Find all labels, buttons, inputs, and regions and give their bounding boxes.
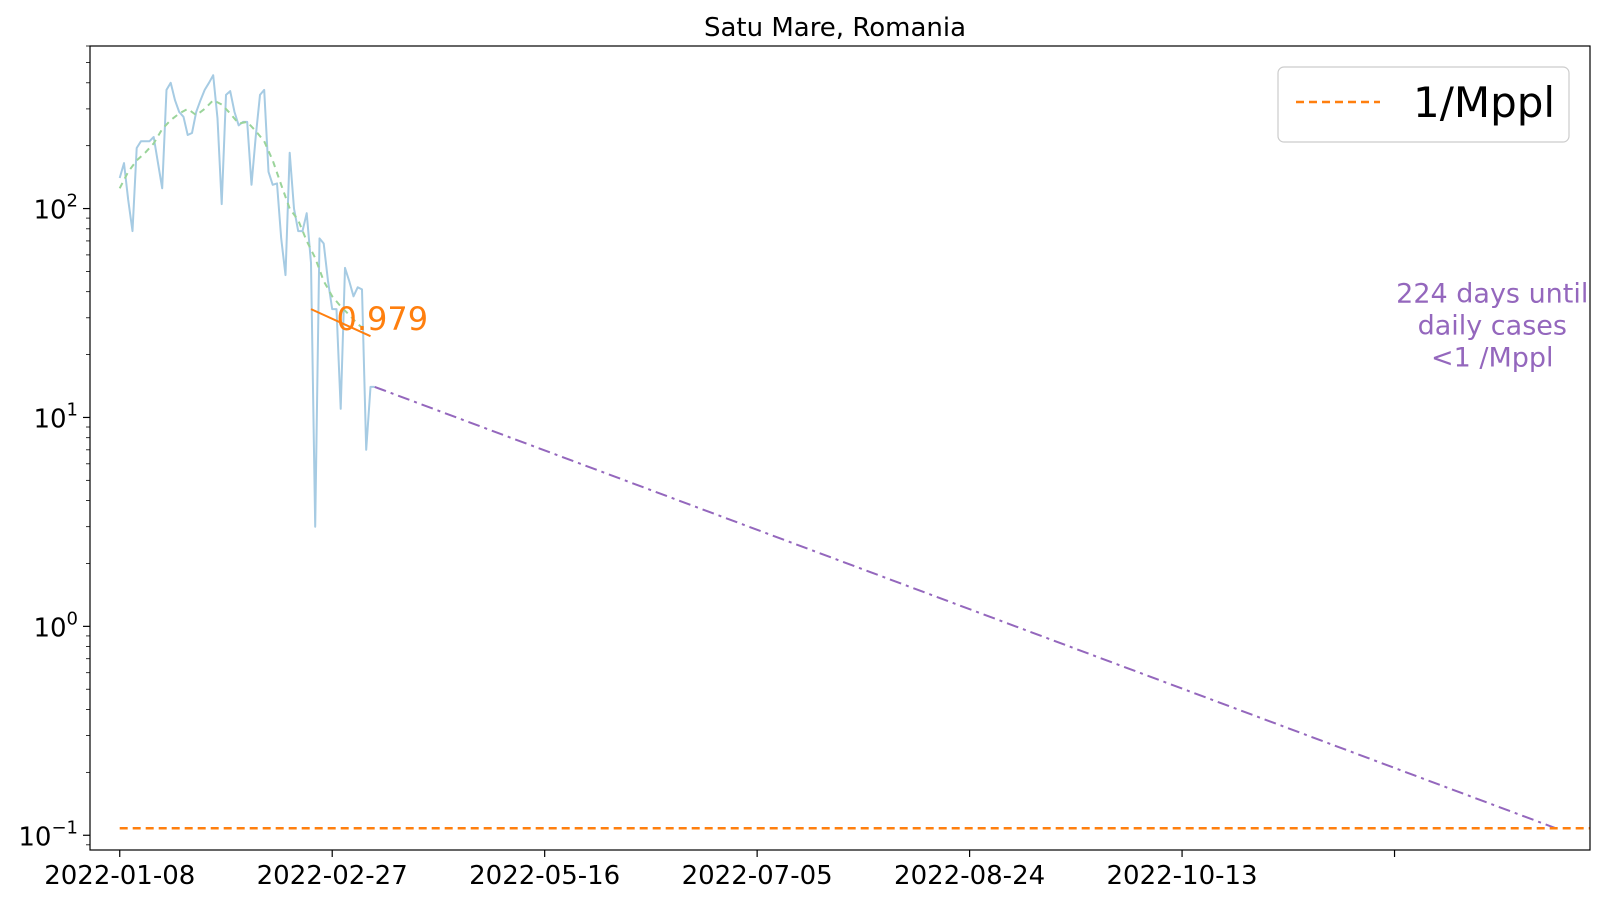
x-axis: 2022-01-08 2022-02-27 2022-05-16 2022-07-05…	[44, 850, 1396, 891]
plot-area	[118, 74, 1590, 830]
projection-annotation: 224 days until daily cases <1 /Mppl	[1396, 278, 1588, 373]
legend-label: 1/Mppl	[1413, 78, 1555, 127]
y-tick-label: 100	[33, 608, 78, 643]
x-tick-label: 2022-08-24	[894, 861, 1045, 891]
y-tick-label: 102	[33, 191, 78, 226]
series-line-daily	[118, 74, 375, 528]
y-tick-label: 101	[33, 399, 78, 434]
series-line-projection	[374, 385, 1557, 830]
x-tick-label: 2022-01-08	[44, 861, 195, 891]
x-tick-label: 2022-02-27	[257, 861, 408, 891]
series-line-rate_fit	[310, 308, 371, 338]
x-tick-label: 2022-07-05	[682, 861, 833, 891]
x-tick-label: 2022-05-16	[469, 861, 620, 891]
legend-box	[1277, 66, 1570, 143]
x-tick-label: 2022-10-13	[1107, 861, 1258, 891]
y-tick-label: 10−1	[18, 817, 78, 852]
chart-title: Satu Mare, Romania	[704, 13, 966, 43]
annotations: 0.979 224 days until daily cases <1 /Mppl	[336, 278, 1588, 373]
y-axis: 10−1 100 101 102	[18, 45, 90, 852]
series-line-smooth	[118, 99, 367, 332]
legend: 1/Mppl	[1277, 66, 1570, 143]
rate-annotation: 0.979	[336, 300, 428, 338]
axes-frame	[89, 45, 1591, 851]
